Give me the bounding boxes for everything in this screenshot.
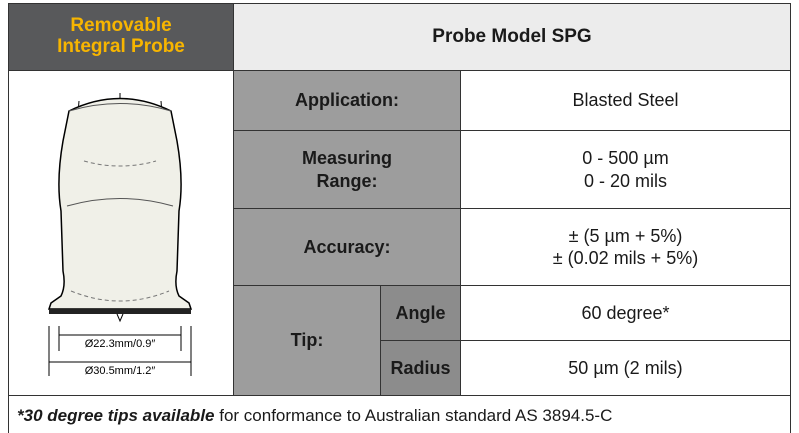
header-left-text: Removable Integral Probe (36, 16, 206, 58)
footer-emphasis: *30 degree tips available (17, 406, 215, 425)
row-value: ± (5 µm + 5%)± (0.02 mils + 5%) (460, 208, 791, 286)
probe-base (49, 309, 191, 314)
header-left: Removable Integral Probe (8, 3, 234, 71)
row-value: Blasted Steel (460, 70, 791, 131)
value-line: 0 - 500 µm (582, 147, 668, 170)
footer: *30 degree tips available for conformanc… (8, 395, 791, 433)
dim-label: Ø30.5mm/1.2″ (85, 365, 156, 377)
page: Removable Integral Probe Probe Model SPG… (0, 0, 799, 433)
drawing-cell: Ø22.3mm/0.9″ Ø30.5mm/1.2″ (8, 70, 234, 396)
tip-value: 60 degree* (460, 285, 791, 341)
value-line: Blasted Steel (572, 89, 678, 112)
value-line: 0 - 20 mils (584, 170, 667, 193)
value-line: ± (0.02 mils + 5%) (553, 247, 698, 270)
tip-label: Tip: (233, 285, 381, 396)
row-label: Application: (233, 70, 461, 131)
probe-body (49, 99, 191, 310)
probe-drawing: Ø22.3mm/0.9″ Ø30.5mm/1.2″ (9, 71, 233, 395)
header-right: Probe Model SPG (233, 3, 791, 71)
tip-sub-label: Radius (380, 340, 461, 396)
probe-tip (117, 314, 123, 321)
tip-value: 50 µm (2 mils) (460, 340, 791, 396)
footer-text: for conformance to Australian standard A… (215, 406, 613, 425)
dim-label: Ø22.3mm/0.9″ (85, 338, 156, 350)
row-label-text: Measuring Range: (292, 147, 402, 192)
row-label: Accuracy: (233, 208, 461, 286)
value-line: ± (5 µm + 5%) (569, 225, 683, 248)
tip-sub-label: Angle (380, 285, 461, 341)
row-label: Measuring Range: (233, 130, 461, 209)
